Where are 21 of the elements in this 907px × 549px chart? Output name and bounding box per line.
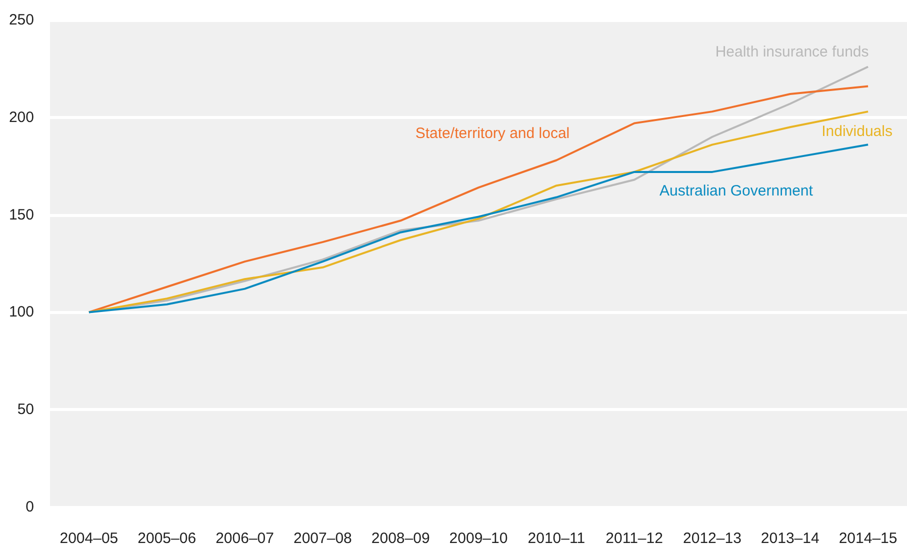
y-tick-label: 50 bbox=[17, 401, 34, 418]
y-tick-label: 100 bbox=[8, 304, 34, 321]
x-tick-label: 2004–05 bbox=[60, 530, 118, 547]
series-label: State/territory and local bbox=[415, 125, 570, 142]
x-tick-label: 2013–14 bbox=[760, 530, 820, 547]
x-tick-label: 2006–07 bbox=[216, 530, 274, 547]
series-label: Australian Government bbox=[660, 182, 814, 200]
y-tick-label: 0 bbox=[26, 498, 34, 516]
x-tick-label: 2008–09 bbox=[371, 530, 430, 547]
y-tick-label: 250 bbox=[8, 12, 34, 28]
y-tick-label: 200 bbox=[8, 108, 34, 126]
x-tick-label: 2005–06 bbox=[138, 530, 196, 547]
x-tick-label: 2012–13 bbox=[683, 530, 742, 547]
x-tick-label: 2011–12 bbox=[606, 530, 663, 547]
line-series bbox=[88, 144, 870, 314]
x-tick-label: 2007–08 bbox=[293, 530, 352, 547]
y-tick-label: 150 bbox=[8, 206, 34, 224]
x-tick-label: 2014–15 bbox=[838, 530, 898, 547]
x-tick-label: 2010–11 bbox=[528, 530, 586, 547]
series-label: Individuals bbox=[822, 123, 892, 140]
x-tick-label: 2009–10 bbox=[449, 530, 508, 547]
